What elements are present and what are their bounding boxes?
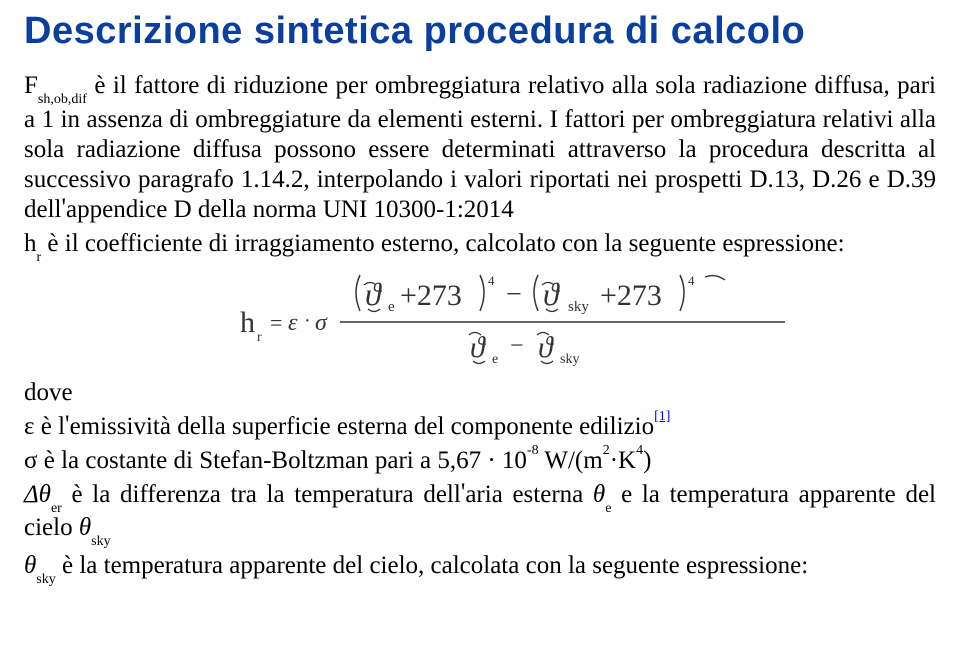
f-h: h <box>240 306 255 339</box>
apostrophe-5: ' <box>461 479 466 506</box>
p4-text-d: ) <box>643 447 651 474</box>
f-plus273-1: +273 <box>400 279 462 312</box>
sub-sky: sky <box>91 534 110 549</box>
p3-text-a: è l <box>35 413 66 440</box>
den-theta-sky: ϑ <box>538 331 555 364</box>
paragraph-3: ε è l'emissività della superficie estern… <box>24 412 936 442</box>
symbol-sigma: σ <box>24 447 37 474</box>
page: Descrizione sintetica procedura di calco… <box>0 0 960 670</box>
symbol-h: h <box>24 230 37 257</box>
paragraph-6: θsky è la temperatura apparente del ciel… <box>24 551 936 585</box>
f-plus273-2: +273 <box>600 279 662 312</box>
f-exp4-2: 4 <box>688 273 695 288</box>
paragraph-4: σ è la costante di Stefan-Boltzman pari … <box>24 446 936 476</box>
f-exp4-1: 4 <box>488 273 495 288</box>
sub-r: r <box>37 250 42 265</box>
footnote-link-1[interactable]: [1] <box>654 409 670 424</box>
paren-r1 <box>480 275 484 311</box>
p4-text-a: è la costante di Stefan-Boltzman pari a … <box>37 447 526 474</box>
sup-neg8: -8 <box>527 443 539 458</box>
paragraph-2: hr è il coefficiente di irraggiamento es… <box>24 229 936 263</box>
symbol-theta-sky: θ <box>79 514 91 541</box>
apostrophe-3: ' <box>65 411 70 438</box>
den-sub-e: e <box>492 352 498 367</box>
f-r: r <box>257 330 262 345</box>
f-sigma: σ <box>315 310 328 336</box>
paren-r2 <box>680 275 684 311</box>
f-sub-e: e <box>388 299 395 315</box>
den-theta-e: ϑ <box>470 331 487 364</box>
sub-e: e <box>605 501 611 516</box>
sup-2: 2 <box>603 443 610 458</box>
paragraph-1: Fsh,ob,dif è il fattore di riduzione per… <box>24 71 936 225</box>
paragraph-5: Δθer è la differenza tra la temperatura … <box>24 480 936 548</box>
p1-text-c: appendice D della norma UNI 10300-1:2014 <box>66 196 514 223</box>
symbol-theta-sky2: θ <box>24 552 36 579</box>
den-minus: − <box>510 333 524 359</box>
f-eq: = <box>270 310 282 335</box>
p4-text-c: ·K <box>610 447 636 474</box>
paren-l2 <box>534 275 538 311</box>
f-sub-sky: sky <box>568 299 589 315</box>
apostrophe: ' <box>62 194 67 221</box>
p3-text-b: emissività della superficie esterna del … <box>70 413 655 440</box>
symbol-theta-e: θ <box>593 481 605 508</box>
accent-right <box>705 275 725 279</box>
symbol-dtheta: Δθ <box>24 481 51 508</box>
den-sub-sky: sky <box>560 352 579 367</box>
p6-text-a: è la temperatura apparente del cielo, ca… <box>56 552 808 579</box>
dove-label: dove <box>24 378 936 408</box>
sup-4: 4 <box>636 443 643 458</box>
p5-text-a: è la differenza tra la temperatura dell <box>62 481 461 508</box>
f-theta-e: ϑ <box>365 276 383 312</box>
formula-svg: h r = ε · σ ϑ e +273 4 − <box>160 267 800 367</box>
f-dot: · <box>304 310 311 332</box>
sub-shobdif: sh,ob,dif <box>38 92 87 107</box>
page-title: Descrizione sintetica procedura di calco… <box>24 10 936 53</box>
p4-text-b: W/(m <box>539 447 603 474</box>
p5-text-b: aria esterna <box>465 481 593 508</box>
f-theta-sky: ϑ <box>543 276 561 312</box>
sub-sky2: sky <box>36 572 55 587</box>
f-eps: ε <box>288 310 298 336</box>
symbol-F: F <box>24 72 38 99</box>
symbol-eps: ε <box>24 413 35 440</box>
paren-l1 <box>356 275 360 311</box>
sub-er: er <box>51 501 62 516</box>
f-minus: − <box>506 279 522 310</box>
p2-text-b: è il coefficiente di irraggiamento ester… <box>41 230 844 257</box>
formula-container: h r = ε · σ ϑ e +273 4 − <box>24 267 936 372</box>
